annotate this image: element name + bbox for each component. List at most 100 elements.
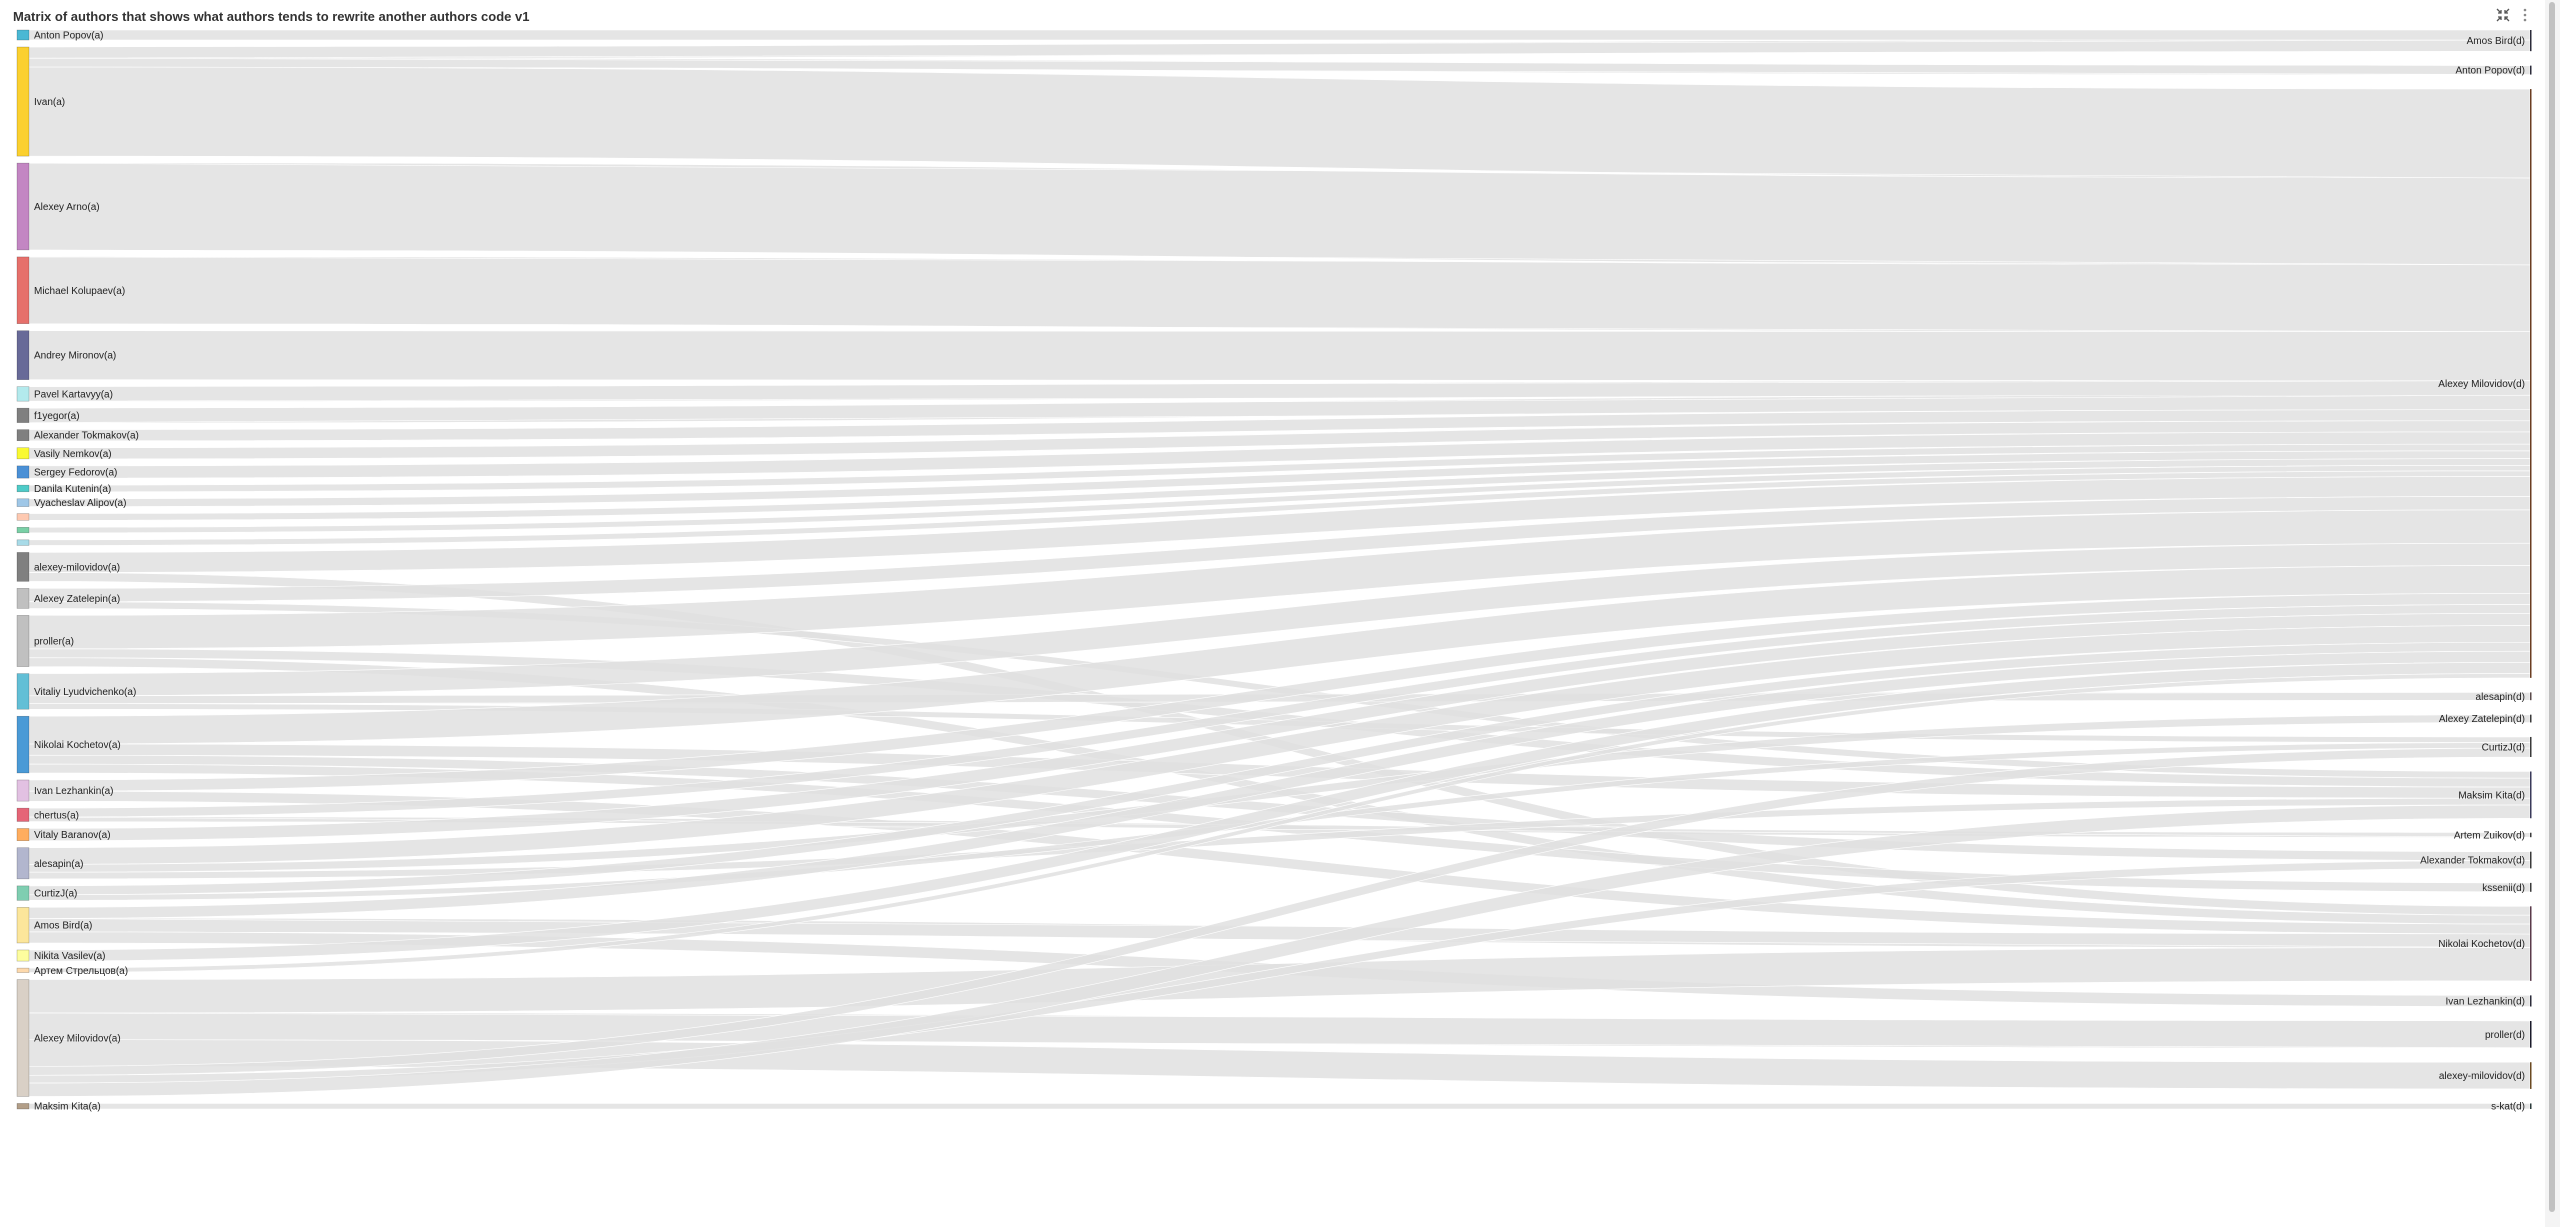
source-label: proller(a)	[34, 636, 74, 647]
target-label: proller(d)	[2485, 1030, 2525, 1041]
target-node[interactable]	[2530, 1062, 2532, 1089]
link-4[interactable]	[28, 162, 2531, 266]
target-node[interactable]	[2530, 832, 2532, 838]
link-6[interactable]	[28, 330, 2531, 381]
target-node[interactable]	[2530, 995, 2532, 1007]
target-label: Alexey Milovidov(d)	[2438, 379, 2525, 390]
source-label: Michael Kolupaev(a)	[34, 286, 125, 297]
scrollbar[interactable]	[2545, 0, 2560, 1227]
source-node[interactable]	[16, 429, 30, 442]
source-label: Sergey Fedorov(a)	[34, 468, 117, 479]
link-45[interactable]	[28, 673, 2531, 973]
source-node[interactable]	[16, 949, 30, 962]
source-label: Maksim Kita(a)	[34, 1102, 101, 1113]
scrollbar-thumb[interactable]	[2549, 2, 2555, 1212]
chart-title: Matrix of authors that shows what author…	[13, 9, 530, 24]
source-label: Danila Kutenin(a)	[34, 484, 111, 495]
source-node[interactable]	[16, 885, 30, 901]
source-label: Anton Popov(a)	[34, 31, 104, 42]
source-node[interactable]	[16, 465, 30, 479]
source-node[interactable]	[16, 673, 30, 710]
target-node[interactable]	[2530, 1021, 2532, 1048]
link-1[interactable]	[28, 39, 2531, 59]
target-node[interactable]	[2530, 714, 2532, 723]
target-label: Maksim Kita(d)	[2458, 790, 2525, 801]
target-node[interactable]	[2530, 771, 2532, 819]
target-node[interactable]	[2530, 1103, 2532, 1109]
target-node[interactable]	[2530, 65, 2532, 75]
source-label: Alexander Tokmakov(a)	[34, 431, 139, 442]
source-label: f1yegor(a)	[34, 411, 80, 422]
target-label: alexey-milovidov(d)	[2439, 1071, 2525, 1082]
source-label: Nikita Vasilev(a)	[34, 951, 106, 962]
target-node[interactable]	[2530, 906, 2532, 981]
source-label: Vasily Nemkov(a)	[34, 449, 112, 460]
source-label: CurtizJ(a)	[34, 889, 77, 900]
source-label: alexey-milovidov(a)	[34, 562, 120, 573]
target-label: Ivan Lezhankin(d)	[2446, 996, 2526, 1007]
source-node[interactable]	[16, 828, 30, 841]
source-node[interactable]	[16, 386, 30, 402]
source-node[interactable]	[16, 498, 30, 507]
source-label: Артем Стрельцов(a)	[34, 966, 128, 977]
link-52[interactable]	[28, 1103, 2531, 1110]
source-node[interactable]	[16, 979, 30, 1097]
source-node[interactable]	[16, 588, 30, 609]
source-node[interactable]	[16, 552, 30, 582]
target-label: s-kat(d)	[2491, 1102, 2525, 1113]
source-node[interactable]	[16, 1103, 30, 1110]
source-node[interactable]	[16, 847, 30, 880]
source-node[interactable]	[16, 513, 30, 521]
source-node[interactable]	[16, 807, 30, 822]
source-label: Vitaliy Lyudvichenko(a)	[34, 687, 136, 698]
source-node[interactable]	[16, 162, 30, 251]
link-3[interactable]	[28, 66, 2531, 179]
target-label: Alexander Tokmakov(d)	[2420, 856, 2525, 867]
source-node[interactable]	[16, 29, 30, 41]
source-node[interactable]	[16, 779, 30, 802]
target-label: Alexey Zatelepin(d)	[2439, 714, 2525, 725]
target-node[interactable]	[2530, 89, 2532, 678]
link-49[interactable]	[28, 747, 2531, 1076]
target-node[interactable]	[2530, 692, 2532, 701]
target-label: kssenii(d)	[2482, 883, 2525, 894]
collapse-arrows-icon[interactable]	[2496, 8, 2510, 25]
vertical-dots-icon[interactable]	[2522, 8, 2528, 25]
source-label: Alexey Arno(a)	[34, 202, 100, 213]
source-label: chertus(a)	[34, 810, 79, 821]
source-label: Andrey Mironov(a)	[34, 351, 116, 362]
source-node[interactable]	[16, 715, 30, 774]
source-label: Ivan Lezhankin(a)	[34, 786, 114, 797]
source-node[interactable]	[16, 330, 30, 380]
source-node[interactable]	[16, 539, 30, 546]
target-label: Amos Bird(d)	[2467, 36, 2525, 47]
source-node[interactable]	[16, 46, 30, 157]
source-label: Alexey Milovidov(a)	[34, 1033, 121, 1044]
target-node[interactable]	[2530, 736, 2532, 757]
target-node[interactable]	[2530, 882, 2532, 892]
links	[28, 29, 2531, 1110]
source-node[interactable]	[16, 967, 30, 973]
target-label: Artem Zuikov(d)	[2454, 830, 2525, 841]
source-node[interactable]	[16, 527, 30, 534]
source-node[interactable]	[16, 615, 30, 667]
link-0[interactable]	[28, 29, 2531, 41]
source-node[interactable]	[16, 447, 30, 460]
link-5[interactable]	[28, 256, 2531, 333]
source-node[interactable]	[16, 484, 30, 493]
target-label: Nikolai Kochetov(d)	[2438, 939, 2525, 950]
source-node[interactable]	[16, 907, 30, 944]
source-label: Amos Bird(a)	[34, 921, 92, 932]
source-label: alesapin(a)	[34, 859, 83, 870]
source-label: Vyacheslav Alipov(a)	[34, 498, 126, 509]
source-node[interactable]	[16, 256, 30, 324]
source-label: Nikolai Kochetov(a)	[34, 740, 121, 751]
target-node[interactable]	[2530, 851, 2532, 869]
target-node[interactable]	[2530, 30, 2532, 52]
source-label: Alexey Zatelepin(a)	[34, 594, 120, 605]
source-label: Pavel Kartavyy(a)	[34, 389, 113, 400]
source-label: Ivan(a)	[34, 97, 65, 108]
source-node[interactable]	[16, 407, 30, 423]
